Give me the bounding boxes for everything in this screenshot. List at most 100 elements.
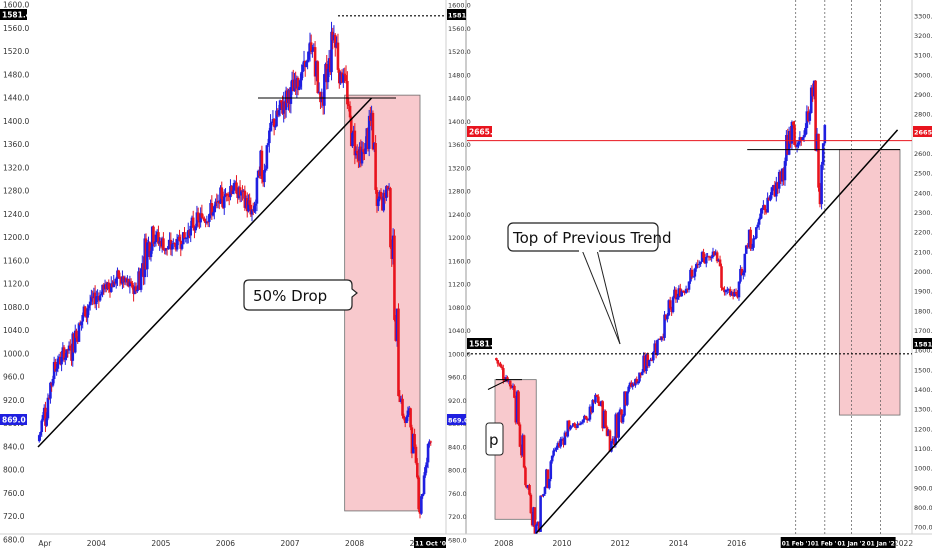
right-candle-body-103 bbox=[639, 372, 643, 376]
left-candle-body-21 bbox=[64, 357, 67, 360]
right-candle-body-140 bbox=[692, 276, 695, 278]
right-candle-body-157 bbox=[715, 252, 719, 262]
right-candle-body-52 bbox=[567, 420, 571, 430]
right-candle-body-70 bbox=[592, 400, 596, 403]
right-candle-body-131 bbox=[678, 288, 682, 297]
left-candle-body-124 bbox=[191, 217, 195, 228]
left-candle-body-298 bbox=[409, 408, 412, 428]
left-candle-body-172 bbox=[250, 209, 254, 215]
left-y-tick-right-23: 680.0 bbox=[448, 537, 467, 545]
left-panel-right-y-ticks: 1600.0 1560.0 1520.0 1480.0 1440.0 1400.0 1360… bbox=[448, 2, 471, 545]
right-candle-body-112 bbox=[652, 352, 655, 361]
left-y-tick-right-17: 920.0 bbox=[448, 397, 467, 405]
left-candle-body-130 bbox=[199, 213, 202, 223]
right-candle-body-84 bbox=[613, 438, 616, 445]
left-date-badge-bg bbox=[414, 537, 446, 548]
left-candle-body-253 bbox=[351, 132, 354, 147]
right-candle-body-189 bbox=[762, 205, 765, 208]
right-y-tick-20: 1300.0 bbox=[914, 406, 932, 414]
left-candle-body-5 bbox=[44, 407, 47, 426]
right-y-tick-10: 2300.0 bbox=[914, 209, 932, 217]
left-y-tick-right-1: 1560.0 bbox=[448, 25, 471, 33]
right-candle-body-135 bbox=[684, 288, 688, 293]
right-candle-body-11 bbox=[510, 386, 513, 388]
right-candle-body-50 bbox=[565, 432, 568, 437]
left-candle-body-308 bbox=[422, 475, 426, 495]
left-candle-body-64 bbox=[117, 270, 121, 278]
right-y-tick-22: 1100.0 bbox=[914, 445, 932, 453]
right-candle-body-39 bbox=[549, 461, 553, 479]
trend-callout-pointer-b bbox=[596, 249, 621, 345]
left-candle-body-278 bbox=[382, 192, 385, 211]
left-candle-body-155 bbox=[230, 186, 233, 194]
left-candle-body-137 bbox=[208, 214, 211, 222]
left-candle-body-194 bbox=[277, 110, 281, 116]
left-x-tick-3: 2006 bbox=[216, 539, 235, 548]
left-candle-body-163 bbox=[239, 190, 243, 196]
left-candle-body-219 bbox=[307, 51, 311, 60]
left-candle-body-96 bbox=[157, 232, 160, 244]
left-candle-body-214 bbox=[301, 64, 305, 72]
left-candle-body-251 bbox=[348, 105, 352, 118]
right-candle-body-33 bbox=[540, 495, 544, 497]
right-candle-body-230 bbox=[820, 164, 823, 205]
left-candle-body-75 bbox=[131, 282, 134, 288]
right-candle-body-2 bbox=[497, 363, 501, 365]
right-candle-body-94 bbox=[627, 386, 630, 392]
left-y-tick-left-6: 1360.0 bbox=[3, 140, 29, 149]
left-candle-body-65 bbox=[118, 277, 122, 279]
trend-callout-text: Top of Previous Trend bbox=[512, 229, 672, 247]
right-candle-body-191 bbox=[764, 210, 768, 213]
left-candle-body-212 bbox=[299, 80, 302, 87]
left-candle-body-51 bbox=[101, 284, 104, 295]
right-candle-body-221 bbox=[807, 111, 810, 121]
right-candle-body-1 bbox=[496, 360, 500, 364]
left-candle-body-157 bbox=[232, 183, 236, 191]
right-candle-body-53 bbox=[569, 426, 572, 430]
left-top-price-badge-bg bbox=[0, 9, 27, 20]
right-candle-body-228 bbox=[817, 133, 820, 188]
left-y-tick-left-1: 1560.0 bbox=[3, 24, 29, 33]
left-candle-body-227 bbox=[317, 91, 321, 94]
left-candle-body-41 bbox=[88, 301, 92, 306]
right-candle-body-40 bbox=[550, 455, 554, 462]
right-candle-body-231 bbox=[821, 143, 825, 165]
left-candle-body-306 bbox=[420, 496, 423, 514]
right-candle-body-27 bbox=[532, 507, 535, 526]
left-candle-body-0 bbox=[37, 435, 41, 442]
left-x-tick-0: Apr bbox=[38, 539, 52, 548]
right-candle-body-116 bbox=[657, 338, 661, 340]
left-y-tick-right-22: 720.0 bbox=[448, 513, 467, 521]
right-candle-body-194 bbox=[769, 195, 772, 201]
left-candle-body-301 bbox=[413, 434, 416, 447]
left-candle-body-196 bbox=[280, 100, 283, 103]
left-candle-body-159 bbox=[235, 182, 238, 194]
left-candle-body-32 bbox=[77, 323, 81, 342]
left-candle-body-89 bbox=[148, 242, 152, 257]
right-candle-body-17 bbox=[518, 424, 522, 447]
right-candle-body-45 bbox=[557, 443, 561, 447]
left-candle-body-280 bbox=[385, 186, 388, 198]
trend-callout: Top of Previous Trend bbox=[507, 222, 672, 345]
right-candle-body-85 bbox=[614, 414, 618, 445]
left-y-tick-right-21: 760.0 bbox=[448, 490, 467, 498]
right-candle-body-4 bbox=[500, 366, 504, 369]
right-candle-body-48 bbox=[562, 438, 565, 445]
left-candle-body-293 bbox=[402, 415, 406, 419]
left-candle-body-304 bbox=[417, 477, 420, 510]
right-candle-body-223 bbox=[809, 87, 813, 114]
left-candle-body-295 bbox=[405, 416, 408, 423]
left-candle-body-131 bbox=[200, 213, 204, 218]
right-candle-body-92 bbox=[624, 391, 628, 405]
right-candle-body-182 bbox=[752, 238, 755, 248]
right-candle-body-227 bbox=[815, 133, 819, 151]
right-candle-body-97 bbox=[631, 383, 634, 387]
left-candle-body-271 bbox=[372, 143, 376, 150]
right-candle-body-61 bbox=[580, 422, 583, 424]
left-y-tick-left-3: 1480.0 bbox=[3, 70, 29, 79]
right-date-badge-bg-2 bbox=[836, 537, 867, 548]
right-candle-body-82 bbox=[610, 441, 613, 452]
left-candle-body-126 bbox=[194, 226, 197, 231]
right-candle-body-155 bbox=[713, 251, 716, 256]
right-date-badge-0: 01 Feb '18 bbox=[782, 542, 816, 548]
